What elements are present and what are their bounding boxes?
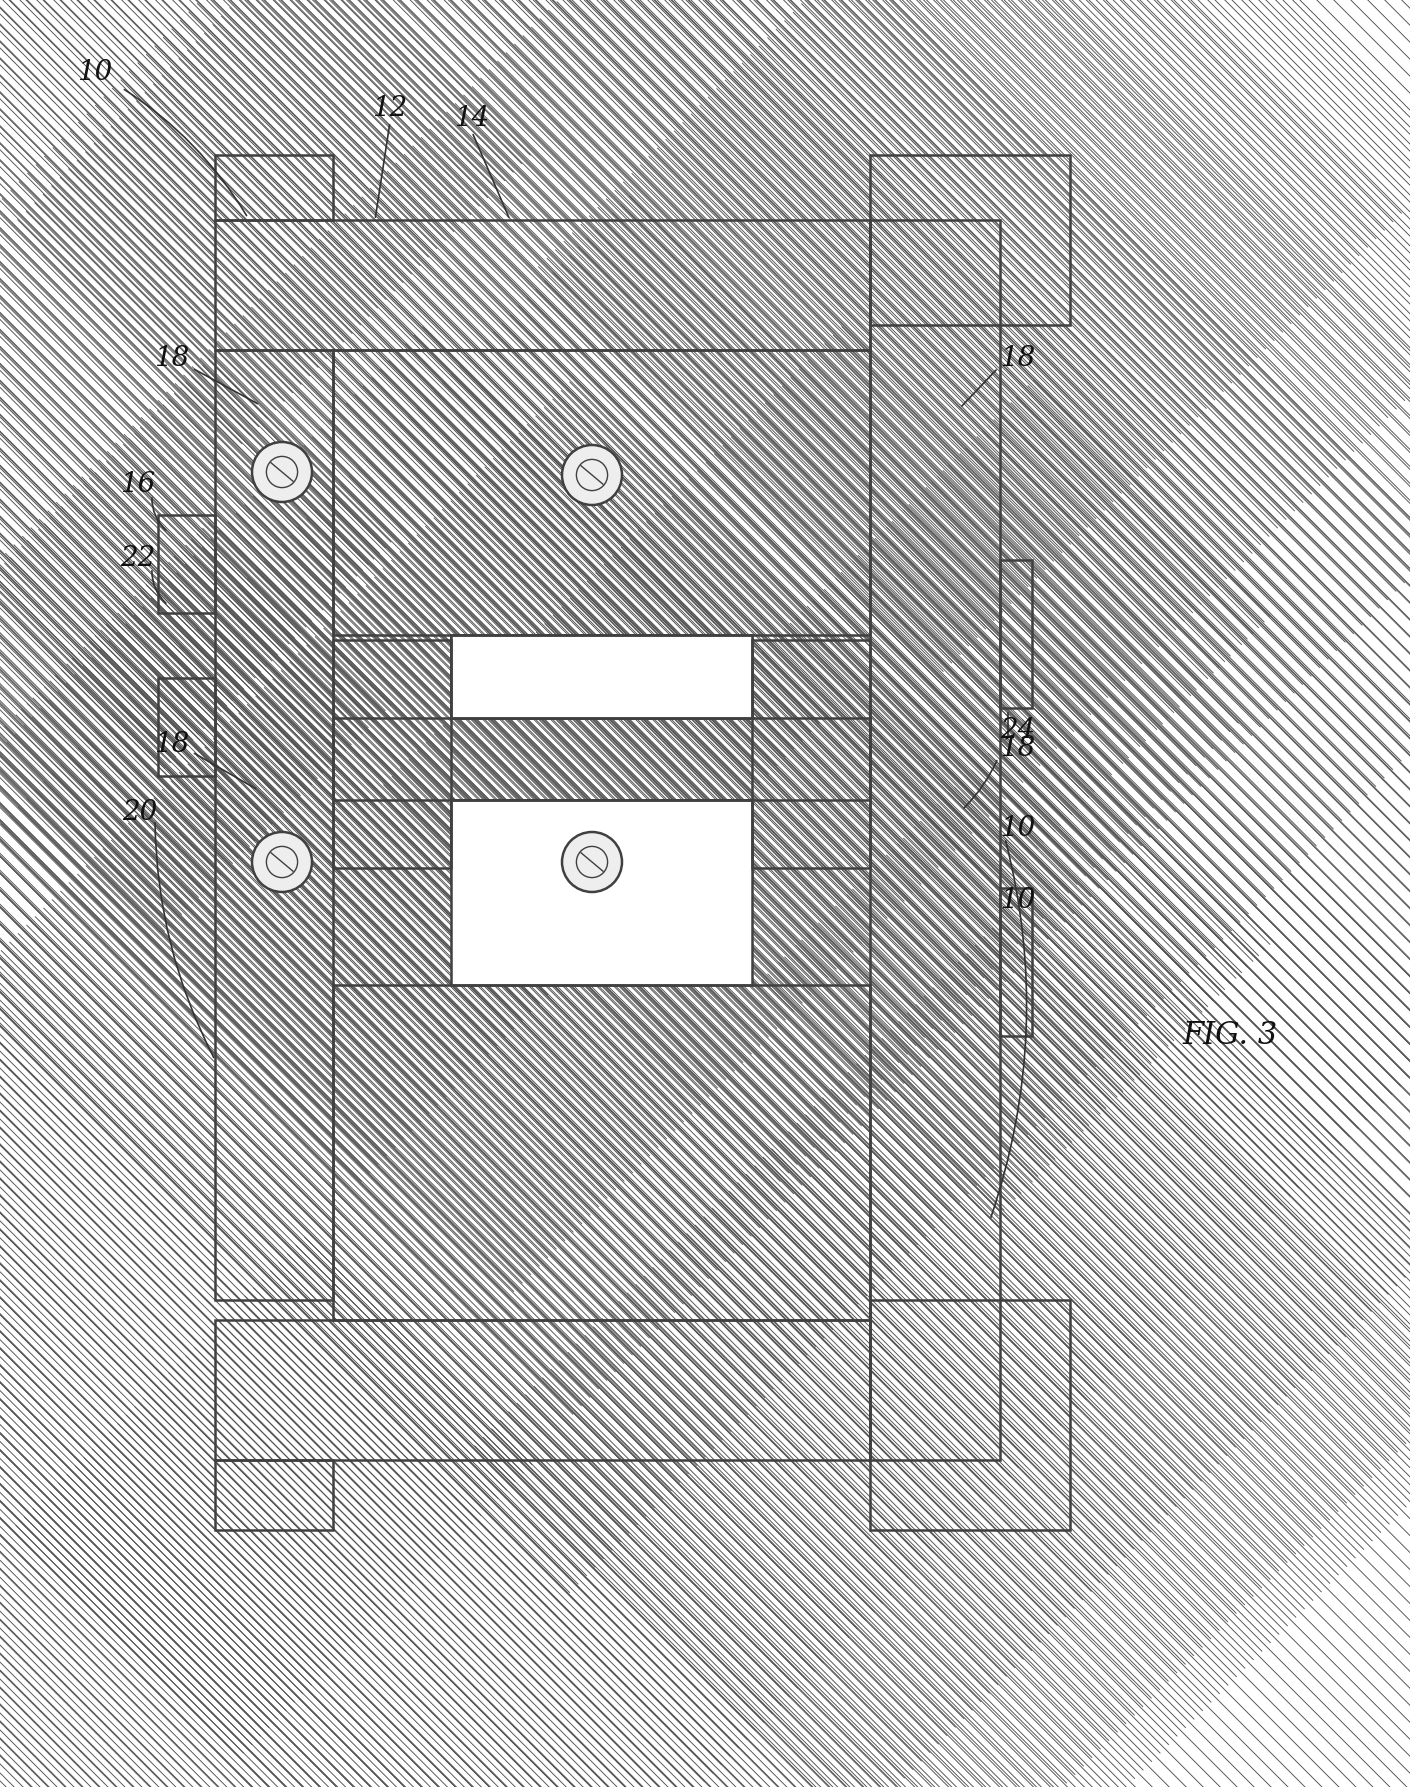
Bar [158,515,214,613]
Bar [158,677,214,776]
Bar [214,155,333,220]
Bar [870,220,1000,1460]
Text: 18: 18 [1000,734,1035,761]
Bar [752,640,870,868]
Bar [1000,888,1032,1036]
Bar [870,1299,1070,1530]
Bar [333,350,870,634]
Bar [451,634,752,718]
Bar [333,640,451,868]
Bar [1000,559,1032,708]
Bar [870,155,1070,325]
Bar [333,350,870,634]
Text: FIG. 3: FIG. 3 [1183,1020,1277,1051]
Bar [214,220,870,350]
Bar [1000,888,1032,1036]
Bar [451,634,670,718]
Bar [870,155,1070,325]
Bar [752,640,870,868]
Circle shape [252,833,312,892]
Bar [158,677,214,776]
Bar [1000,559,1032,708]
Bar [214,220,870,350]
Bar [451,634,670,718]
Bar [1000,888,1032,1036]
Bar [870,220,1000,1460]
Bar [214,1460,333,1530]
Bar [214,155,333,220]
Bar [214,1460,333,1530]
Bar [214,350,333,1299]
Bar [214,350,333,1299]
Text: 10: 10 [78,59,113,86]
Bar [333,718,870,801]
Text: 20: 20 [123,799,158,826]
Text: 18: 18 [1000,345,1035,372]
Text: 10: 10 [1000,815,1035,842]
Text: 14: 14 [454,104,489,132]
Bar [333,640,451,868]
Text: 12: 12 [372,95,407,122]
Bar [214,1460,333,1530]
Text: 18: 18 [154,731,189,758]
Bar [451,801,752,883]
Text: 22: 22 [120,545,155,572]
Bar [333,985,870,1321]
Bar [333,718,870,801]
Bar [451,801,752,985]
Bar [870,1299,1070,1530]
Circle shape [252,441,312,502]
Bar [214,1321,870,1460]
Bar [214,1321,870,1460]
Bar [333,350,870,634]
Bar [870,220,1000,1460]
Bar [870,155,1070,325]
Bar [158,515,214,613]
Bar [158,677,214,776]
Bar [451,634,752,718]
Bar [214,155,333,220]
Bar [158,515,214,613]
Bar [1000,559,1032,708]
Circle shape [563,445,622,506]
Bar [214,350,333,1299]
Bar [752,640,870,868]
Bar [333,640,451,868]
Bar [214,220,870,350]
Bar [870,1299,1070,1530]
Text: 16: 16 [120,472,155,499]
Bar [333,985,870,1321]
Text: 18: 18 [154,345,189,372]
Bar [333,718,870,801]
Text: 10: 10 [1000,886,1035,913]
Text: 24: 24 [1000,717,1035,743]
Circle shape [563,833,622,892]
Bar [333,985,870,1321]
Bar [214,1321,870,1460]
